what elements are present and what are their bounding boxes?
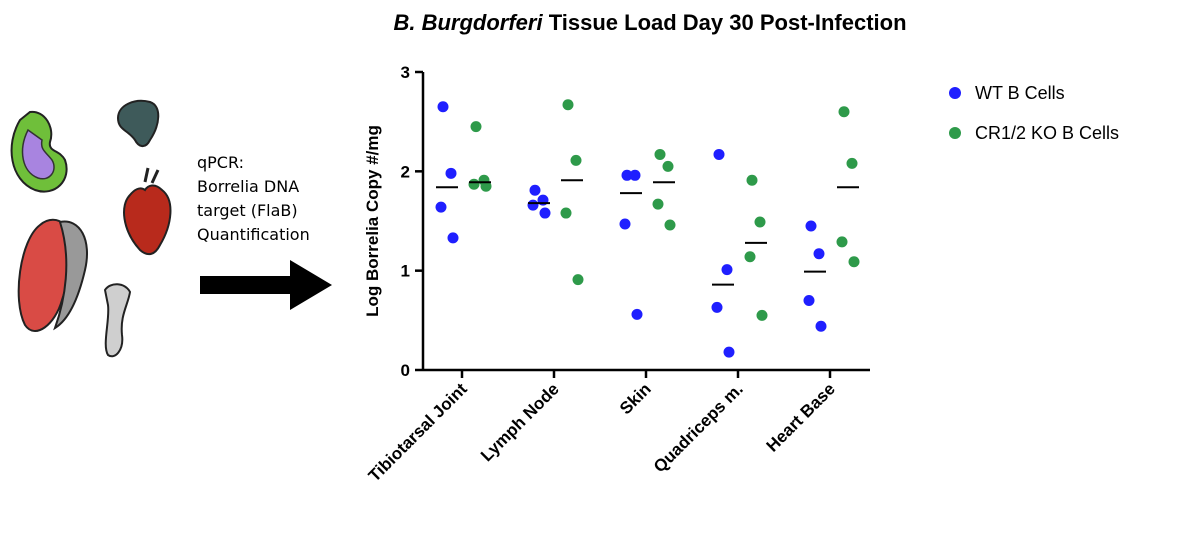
data-point — [711, 301, 723, 313]
title-italic: B. Burgdorferi — [393, 10, 543, 35]
data-point — [652, 198, 664, 210]
data-point — [744, 251, 756, 263]
data-point — [836, 236, 848, 248]
chart-title: B. Burgdorferi Tissue Load Day 30 Post-I… — [393, 10, 906, 35]
legend-marker — [949, 87, 961, 99]
arrow — [200, 260, 332, 310]
data-point — [562, 99, 574, 111]
data-point — [480, 180, 492, 192]
data-point — [664, 219, 676, 231]
data-point — [813, 248, 825, 260]
data-point — [803, 294, 815, 306]
x-tick-label: Tibiotarsal Joint — [365, 379, 471, 485]
data-point — [539, 207, 551, 219]
data-point — [629, 169, 641, 181]
x-tick-label: Lymph Node — [477, 379, 563, 465]
annotation: target (FlaB) — [197, 201, 298, 220]
y-axis-label: Log Borrelia Copy #/mg — [363, 125, 382, 317]
annotation: Borrelia DNA — [197, 177, 299, 196]
data-point — [848, 256, 860, 268]
data-point — [838, 106, 850, 118]
data-point — [721, 264, 733, 276]
annotation: Quantification — [197, 225, 310, 244]
data-point — [619, 218, 631, 230]
y-tick-label: 1 — [401, 262, 410, 281]
data-point — [447, 232, 459, 244]
x-tick-label: Skin — [616, 379, 655, 418]
annotation: qPCR: — [197, 153, 244, 172]
data-point — [654, 148, 666, 160]
x-tick-label: Quadriceps m. — [650, 379, 747, 476]
spleen — [116, 99, 160, 147]
legend-label: WT B Cells — [975, 83, 1065, 103]
data-point — [846, 157, 858, 169]
data-point — [662, 160, 674, 172]
title-rest: Tissue Load Day 30 Post-Infection — [549, 10, 907, 35]
data-point — [713, 148, 725, 160]
heart-vessels — [143, 167, 160, 184]
data-point — [445, 167, 457, 179]
muscle-tendon — [53, 220, 88, 331]
bone — [103, 283, 132, 358]
data-point — [435, 201, 447, 213]
data-point — [631, 308, 643, 320]
data-point — [560, 207, 572, 219]
data-point — [570, 154, 582, 166]
data-point — [805, 220, 817, 232]
y-tick-label: 0 — [401, 361, 410, 380]
y-tick-label: 3 — [401, 63, 410, 82]
data-point — [527, 199, 539, 211]
data-point — [754, 216, 766, 228]
data-point — [470, 121, 482, 133]
heart — [123, 184, 172, 256]
data-point — [437, 101, 449, 113]
kidney-inner — [21, 128, 55, 180]
x-tick-label: Heart Base — [763, 379, 839, 455]
legend-label: CR1/2 KO B Cells — [975, 123, 1119, 143]
y-tick-label: 2 — [401, 162, 410, 181]
data-point — [529, 184, 541, 196]
data-point — [621, 169, 633, 181]
data-point — [572, 274, 584, 286]
data-point — [815, 320, 827, 332]
data-point — [746, 174, 758, 186]
data-point — [723, 346, 735, 358]
data-point — [468, 178, 480, 190]
illustrations — [10, 99, 332, 358]
legend-marker — [949, 127, 961, 139]
data-point — [756, 309, 768, 321]
